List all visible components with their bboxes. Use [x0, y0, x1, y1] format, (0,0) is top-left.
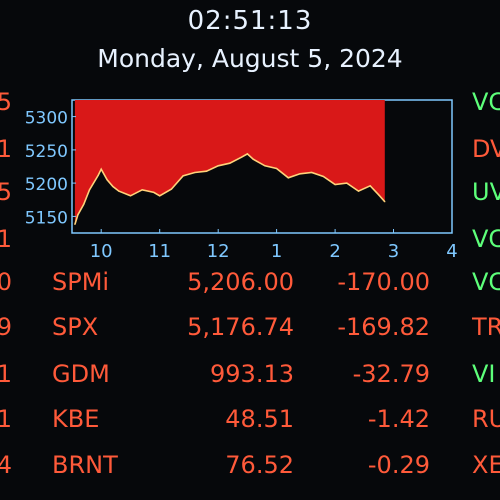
series-line — [74, 152, 386, 225]
x-tick-label: 4 — [446, 241, 457, 260]
data-point — [378, 194, 380, 196]
price-change: -32.79 — [352, 360, 430, 388]
ticker-row: SPMi 5,206.00 -170.00 — [0, 268, 500, 308]
right-edge-fragment: VC — [472, 225, 500, 253]
price-change: -1.42 — [367, 405, 430, 433]
data-point — [252, 158, 254, 160]
ticker-row: SPX 5,176.74 -169.82 — [0, 313, 500, 353]
last-price: 993.13 — [210, 360, 294, 388]
chart-area-fill — [74, 100, 385, 225]
data-point — [299, 173, 301, 175]
left-edge-fragment: 1 — [0, 405, 12, 433]
ticker-symbol: SPX — [52, 313, 99, 341]
price-change: -169.82 — [337, 313, 430, 341]
last-price: 76.52 — [225, 451, 294, 479]
x-tick-label: 2 — [329, 241, 340, 260]
data-point — [384, 201, 386, 203]
data-point — [118, 190, 120, 192]
data-point — [287, 177, 289, 179]
data-point — [264, 165, 266, 167]
ticker-symbol: BRNT — [52, 451, 118, 479]
x-tick-label: 12 — [207, 241, 230, 260]
price-change: -170.00 — [337, 268, 430, 296]
data-point — [194, 171, 196, 174]
data-point — [346, 182, 348, 184]
data-point — [100, 168, 102, 170]
data-point — [240, 156, 243, 158]
data-point — [334, 183, 336, 186]
data-point — [97, 174, 99, 176]
data-point — [205, 170, 208, 172]
data-point — [129, 195, 132, 197]
data-point — [170, 188, 172, 190]
last-price: 48.51 — [225, 405, 294, 433]
ticker-row: KBE 48.51 -1.42 — [0, 405, 500, 445]
y-tick-label: 5200 — [25, 175, 68, 195]
left-edge-fragment: 5 — [0, 178, 12, 206]
right-edge-fragment: TR — [472, 313, 500, 341]
data-point — [159, 195, 161, 197]
date-label: Monday, August 5, 2024 — [97, 44, 403, 73]
x-tick-label: 10 — [90, 241, 113, 260]
left-edge-fragment: 1 — [0, 360, 12, 388]
ticker-row: GDM 993.13 -32.79 — [0, 360, 500, 400]
ticker-symbol: SPMi — [52, 268, 110, 296]
right-edge-fragment: XE — [472, 451, 500, 479]
data-point — [369, 185, 371, 187]
right-edge-fragment: RU — [472, 405, 500, 433]
ticker-row: BRNT 76.52 -0.29 — [0, 451, 500, 491]
data-point — [357, 190, 360, 192]
right-edge-fragment: DV — [472, 135, 500, 163]
data-point — [229, 162, 231, 164]
right-edge-fragment: VI — [472, 360, 496, 388]
y-tick-label: 5250 — [25, 142, 68, 162]
left-edge-fragment: 4 — [0, 451, 12, 479]
data-point — [246, 153, 248, 155]
right-edge-fragment: VC — [472, 88, 500, 116]
data-point — [88, 189, 91, 191]
right-edge-fragment: VC — [472, 268, 500, 296]
data-point — [141, 189, 143, 191]
left-edge-fragment: 0 — [0, 268, 12, 296]
data-point — [217, 165, 219, 167]
data-point — [106, 179, 108, 181]
x-tick-label: 3 — [388, 241, 399, 260]
data-point — [322, 175, 324, 178]
data-point — [276, 167, 278, 170]
last-price: 5,206.00 — [187, 268, 294, 296]
left-edge-fragment: 9 — [0, 313, 12, 341]
intraday-chart: 5300 5250 5200 5150 10 11 12 1 2 3 4 — [0, 90, 500, 262]
left-edge-fragment: 5 — [0, 88, 12, 116]
price-change: -0.29 — [367, 451, 430, 479]
left-edge-fragment: 1 — [0, 225, 12, 253]
data-point — [77, 214, 79, 216]
data-point — [153, 191, 155, 193]
y-tick-label: 5150 — [25, 208, 68, 228]
data-point — [311, 171, 313, 174]
data-point — [74, 223, 76, 225]
ticker-symbol: GDM — [52, 360, 110, 388]
data-point — [83, 203, 85, 205]
ticker-symbol: KBE — [52, 405, 100, 433]
x-tick-label: 1 — [271, 241, 282, 260]
left-edge-fragment: 1 — [0, 135, 12, 163]
y-tick-label: 5300 — [25, 109, 68, 129]
data-point — [182, 175, 184, 177]
right-edge-fragment: UV — [472, 178, 500, 206]
last-price: 5,176.74 — [187, 313, 294, 341]
clock-time: 02:51:13 — [187, 6, 313, 36]
data-point — [112, 185, 114, 188]
x-tick-label: 11 — [148, 241, 171, 260]
